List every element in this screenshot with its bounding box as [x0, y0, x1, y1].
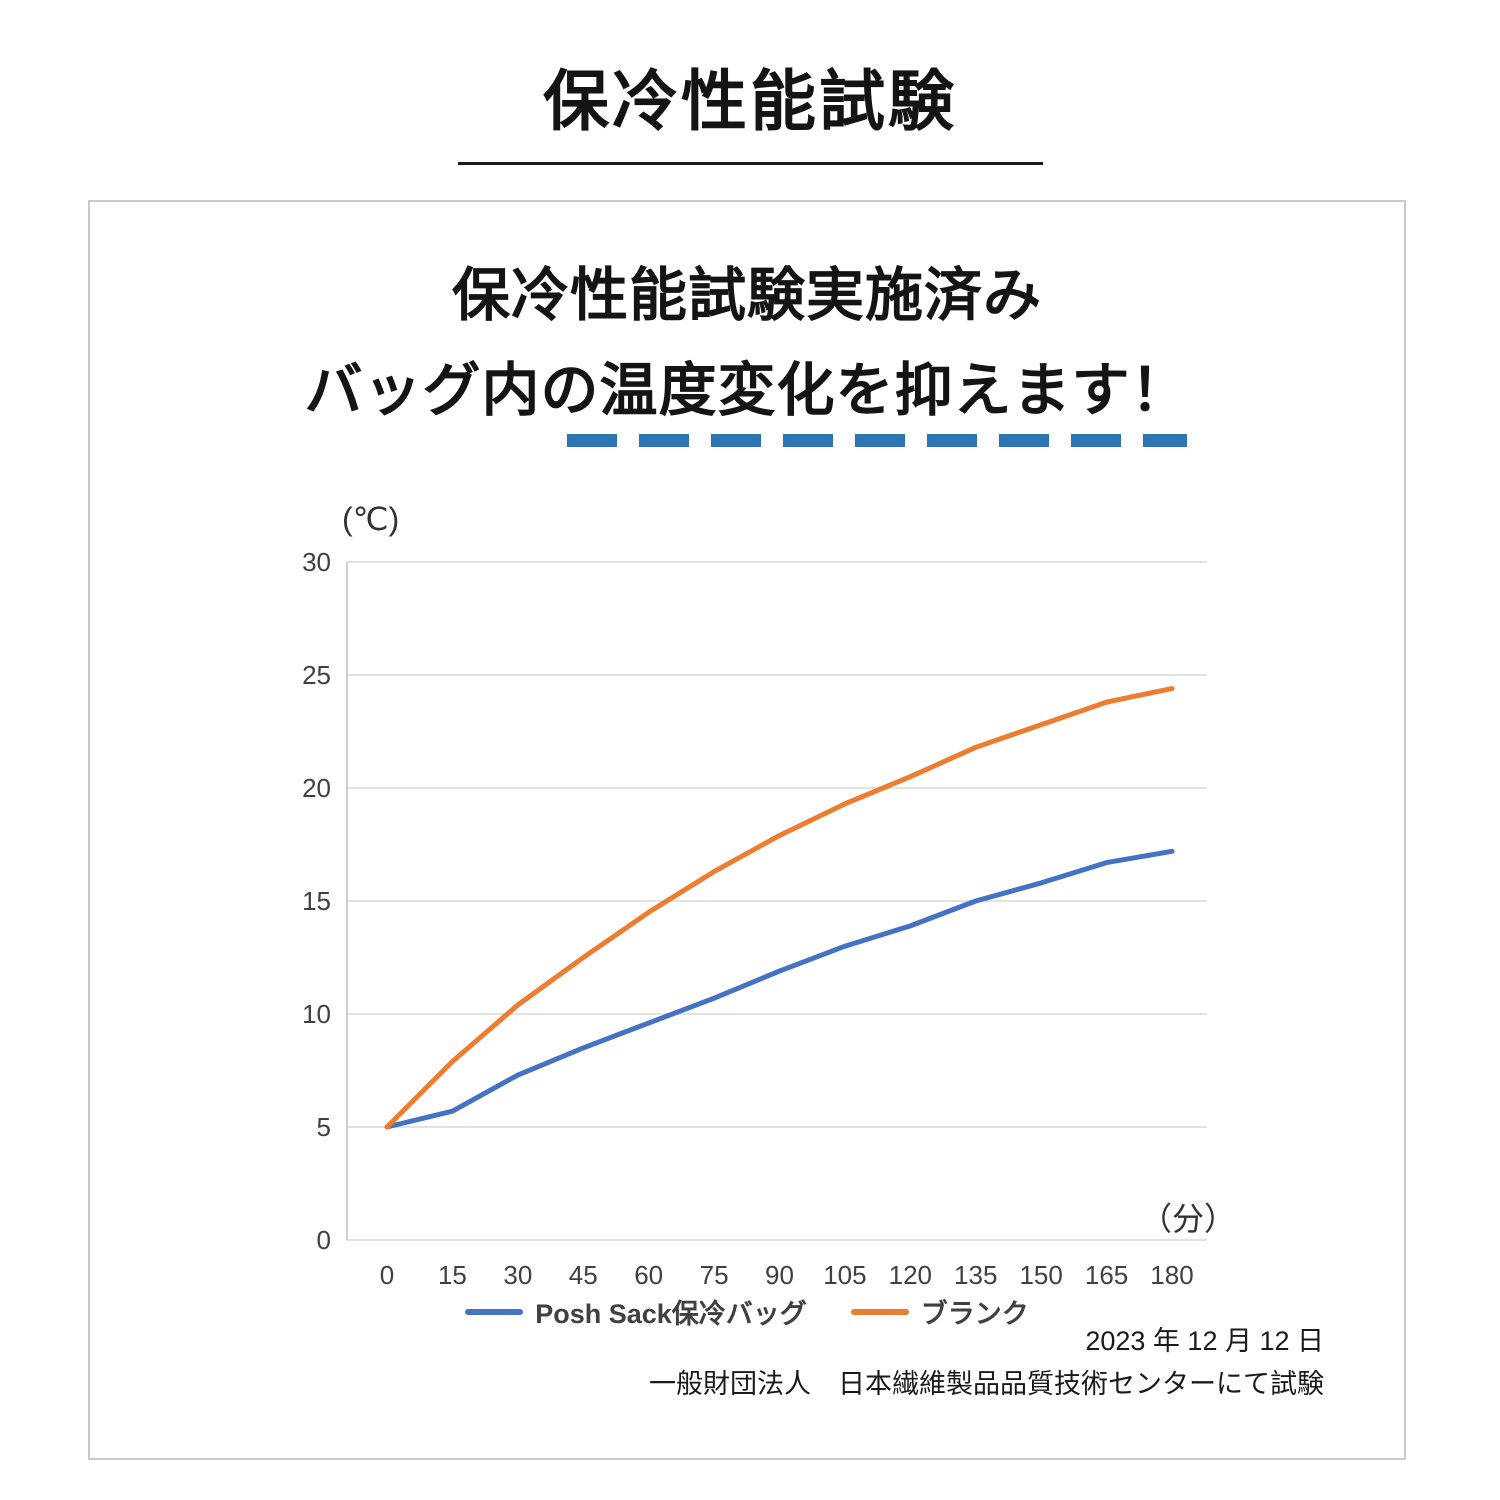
- blue-dashed-underline: [567, 434, 1187, 447]
- page-title-section: 保冷性能試験: [0, 48, 1500, 165]
- panel-heading: 保冷性能試験実施済み バッグ内の温度変化を抑えます！: [90, 248, 1404, 438]
- svg-text:165: 165: [1085, 1260, 1128, 1290]
- page-title-underline: 保冷性能試験: [457, 48, 1043, 165]
- test-result-panel: 保冷性能試験実施済み バッグ内の温度変化を抑えます！ (℃) （分） 0 5 10 1…: [88, 200, 1406, 1460]
- legend-line-blue-icon: [465, 1308, 524, 1315]
- svg-text:5: 5: [317, 1112, 331, 1142]
- svg-text:60: 60: [634, 1260, 663, 1290]
- legend-label-posh-sack: Posh Sack保冷バッグ: [535, 1299, 807, 1329]
- page-title: 保冷性能試験: [543, 64, 957, 138]
- svg-text:25: 25: [302, 660, 331, 690]
- x-axis-unit-label: （分）: [1140, 1201, 1237, 1237]
- legend-label-blank: ブランク: [920, 1299, 1029, 1329]
- svg-text:105: 105: [823, 1260, 866, 1290]
- legend-item-blank: ブランク: [850, 1292, 1029, 1331]
- svg-text:10: 10: [302, 999, 331, 1029]
- svg-text:0: 0: [317, 1225, 331, 1255]
- svg-text:120: 120: [889, 1260, 932, 1290]
- svg-text:15: 15: [438, 1260, 467, 1290]
- svg-text:150: 150: [1019, 1260, 1062, 1290]
- svg-text:75: 75: [700, 1260, 729, 1290]
- test-date: 2023 年 12 月 12 日: [1085, 1326, 1324, 1356]
- svg-text:0: 0: [380, 1260, 394, 1290]
- y-axis-unit-label: (℃): [342, 501, 400, 537]
- panel-heading-line2: バッグ内の温度変化を抑えます！: [304, 358, 1190, 424]
- svg-text:45: 45: [569, 1260, 598, 1290]
- svg-text:20: 20: [302, 773, 331, 803]
- legend-item-posh-sack: Posh Sack保冷バッグ: [465, 1292, 807, 1331]
- svg-text:30: 30: [302, 547, 331, 577]
- svg-text:90: 90: [765, 1260, 794, 1290]
- svg-text:30: 30: [503, 1260, 532, 1290]
- test-info: 2023 年 12 月 12 日 一般財団法人 日本繊維製品品質技術センターにて…: [649, 1320, 1324, 1406]
- svg-text:135: 135: [954, 1260, 997, 1290]
- panel-heading-line1: 保冷性能試験実施済み: [451, 263, 1042, 328]
- temperature-line-chart: 0 5 10 15 20 25 30 0 15 30 45 60 75 90 105 120 135 150 165…: [302, 547, 1207, 1290]
- svg-text:180: 180: [1150, 1260, 1193, 1290]
- legend-line-orange-icon: [850, 1308, 909, 1315]
- svg-text:15: 15: [302, 886, 331, 916]
- chart-legend: Posh Sack保冷バッグ ブランク: [90, 1292, 1404, 1331]
- test-organization: 一般財団法人 日本繊維製品品質技術センターにて試験: [649, 1369, 1324, 1400]
